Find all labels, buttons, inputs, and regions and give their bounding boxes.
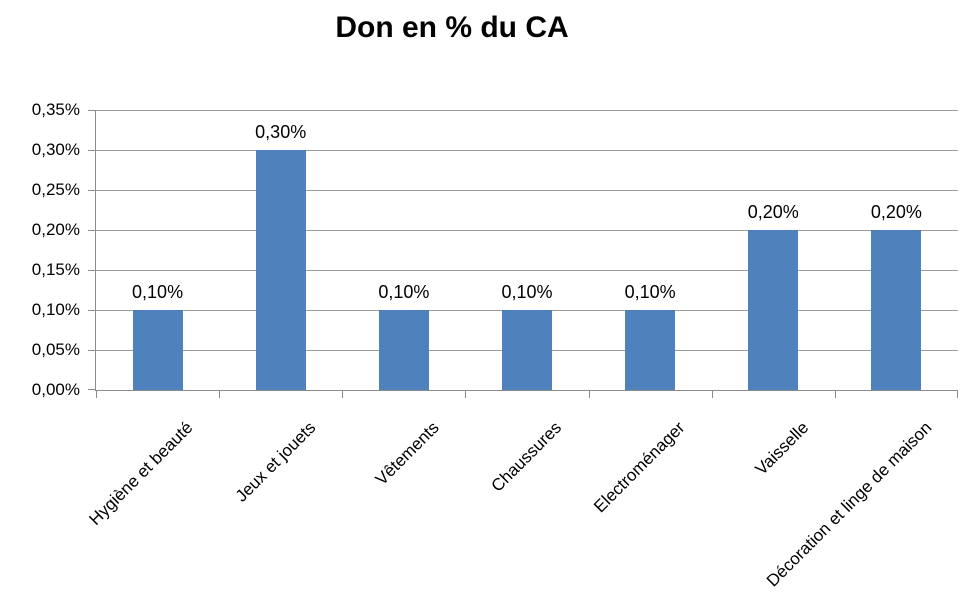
y-axis-tick: [88, 350, 95, 351]
bar-value-label: 0,20%: [870, 202, 922, 222]
bar-value-label: 0,20%: [747, 202, 799, 222]
bar: [378, 310, 429, 390]
x-axis-label: Hygiène et beauté: [84, 418, 196, 530]
y-axis-label: 0,10%: [31, 300, 80, 319]
bar: [502, 310, 552, 390]
x-axis-label: Electroménager: [590, 418, 689, 517]
bar: [625, 310, 676, 390]
bar-value-label: 0,10%: [624, 282, 676, 302]
bar-value-label: 0,10%: [132, 282, 184, 302]
y-axis-label: 0,05%: [31, 340, 80, 359]
bar-value-label: 0,30%: [255, 122, 307, 142]
y-axis-label: 0,20%: [31, 220, 80, 239]
y-axis-tick: [88, 230, 95, 231]
bar-value-label: 0,10%: [501, 282, 553, 302]
x-axis-tick: [96, 391, 97, 398]
gridline: [96, 270, 958, 271]
plot-area: 0,10% 0,30% 0,10% 0,10% 0,10% 0,20% 0,20%: [88, 110, 958, 398]
gridline: [96, 230, 958, 231]
x-axis-tick: [711, 391, 713, 398]
bar-value-label: 0,10%: [378, 282, 430, 302]
y-axis-tick: [88, 110, 95, 111]
bar: [748, 230, 799, 390]
y-axis-label: 0,15%: [31, 260, 80, 279]
y-axis-tick: [88, 190, 95, 191]
y-axis-label: 0,25%: [31, 180, 80, 199]
x-axis-label: Vêtements: [371, 418, 443, 489]
x-axis-tick: [465, 391, 467, 398]
gridline: [96, 110, 958, 111]
x-axis-tick: [588, 391, 590, 398]
x-axis-label: Jeux et jouets: [231, 418, 320, 506]
x-axis-label: Vaisselle: [751, 418, 812, 479]
chart-title: Don en % du CA: [335, 11, 569, 44]
y-axis-label: 0,30%: [31, 140, 80, 159]
bar: [255, 150, 306, 390]
bar: [871, 230, 922, 390]
y-axis-label: 0,35%: [31, 100, 80, 119]
x-axis-label: Chaussures: [487, 418, 566, 496]
y-axis-tick: [88, 270, 95, 271]
y-axis-label: 0,00%: [31, 380, 80, 399]
x-axis-tick: [834, 391, 836, 398]
x-axis-tick: [957, 391, 958, 398]
gridline: [96, 190, 958, 191]
y-axis-tick: [88, 389, 95, 390]
y-axis-tick: [88, 310, 95, 311]
y-axis-tick: [88, 150, 95, 151]
bar: [132, 310, 183, 390]
x-axis-tick: [219, 391, 221, 398]
gridline: [96, 150, 958, 151]
x-axis-tick: [342, 391, 344, 398]
